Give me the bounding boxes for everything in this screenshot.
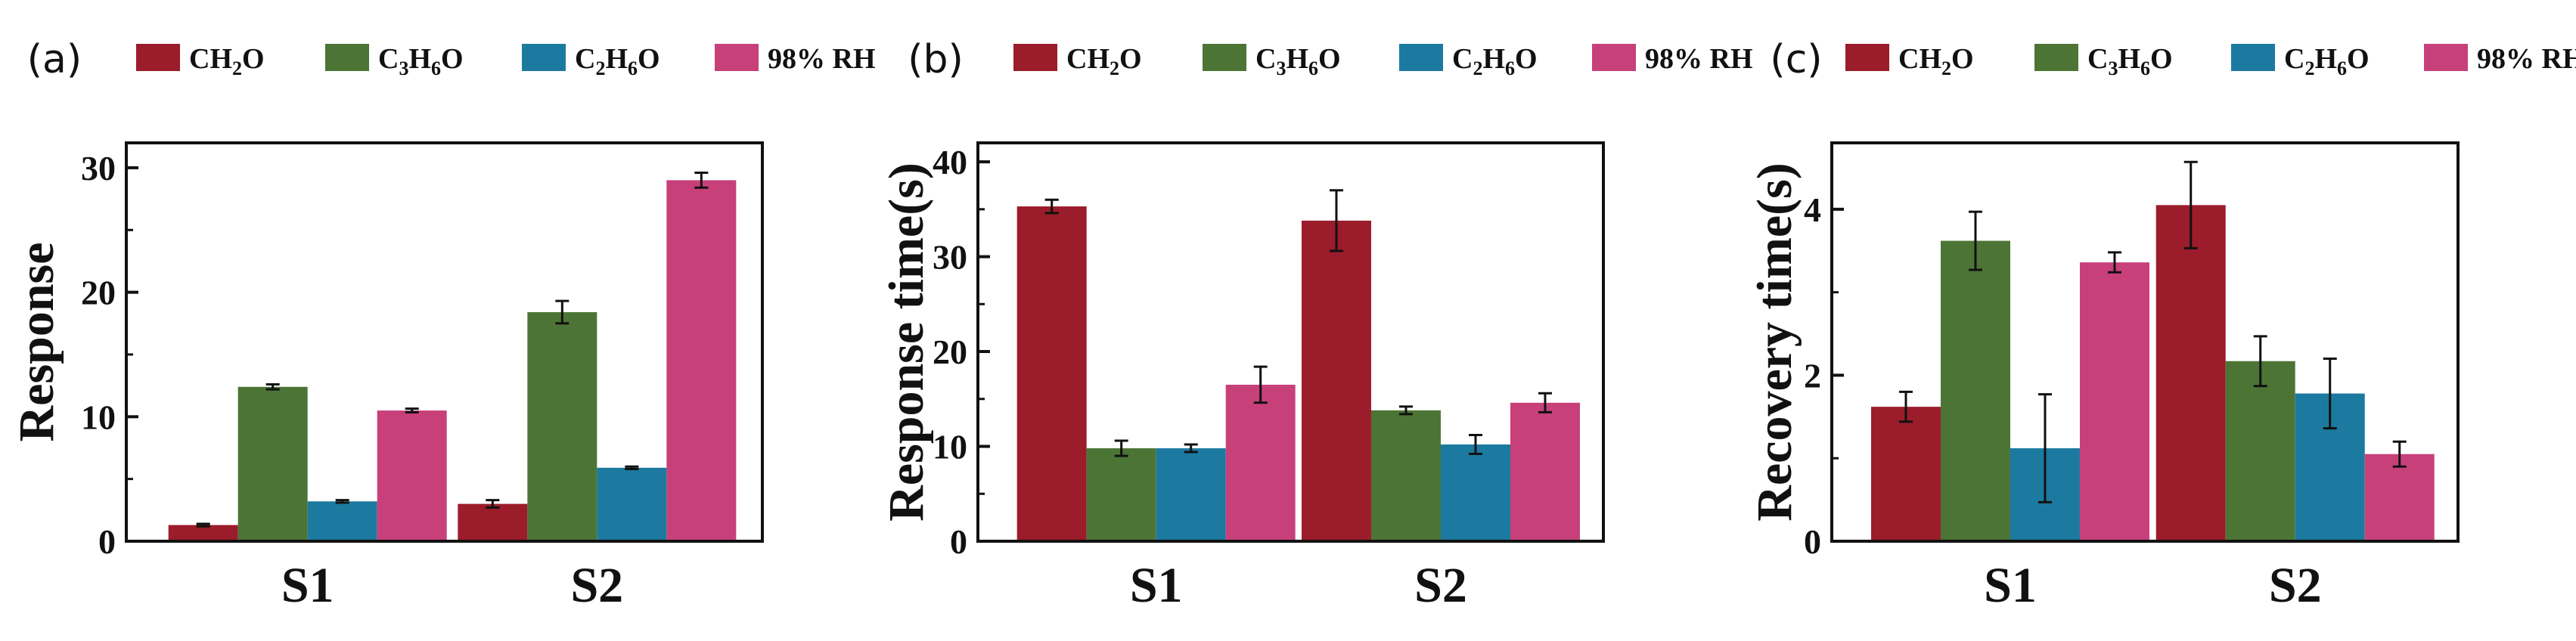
- legend-swatch: [1013, 44, 1057, 71]
- legend-label: CH2O: [1066, 43, 1142, 79]
- chart-panel-c: (c) CH2O C3H6O C2H6O 98% RH Recovery time(s) S…: [1747, 37, 2576, 613]
- bar: [1301, 220, 1371, 541]
- legend-swatch: [2231, 44, 2275, 71]
- bar: [1510, 402, 1580, 541]
- bar: [1440, 444, 1510, 541]
- bar: [1016, 206, 1087, 541]
- y-tick-label: 0: [1804, 522, 1821, 561]
- legend-item: C3H6O: [1203, 43, 1341, 79]
- legend: CH2O C3H6O C2H6O 98% RH: [1845, 43, 2576, 79]
- bar: [458, 503, 528, 541]
- x-tick-label: S2: [2269, 558, 2322, 613]
- x-tick-label: S1: [1130, 558, 1183, 613]
- legend-swatch: [136, 44, 180, 71]
- bar: [527, 311, 597, 541]
- y-tick-label: 10: [933, 428, 967, 466]
- y-tick-label: 40: [933, 143, 967, 181]
- legend-item: C2H6O: [522, 43, 660, 79]
- bar: [2225, 361, 2295, 541]
- panel-label: (c): [1770, 37, 1822, 82]
- x-tick-label: S1: [1984, 558, 2037, 613]
- plot-frame: [125, 141, 764, 543]
- legend-label: C2H6O: [2284, 43, 2370, 79]
- bar: [1156, 448, 1226, 541]
- y-tick-label: 0: [950, 522, 967, 561]
- legend-label: C2H6O: [1452, 43, 1538, 79]
- y-axis-title: Response time(s): [879, 163, 934, 522]
- panel-label: (b): [908, 37, 964, 82]
- legend-label: C3H6O: [378, 43, 464, 79]
- legend-label: C2H6O: [575, 43, 660, 79]
- plot-frame: [1830, 141, 2460, 543]
- legend-item: CH2O: [1013, 43, 1142, 79]
- legend: CH2O C3H6O C2H6O 98% RH: [136, 43, 876, 79]
- legend-swatch: [1203, 44, 1246, 71]
- chart-panel-b: (b) CH2O C3H6O C2H6O 98% RH Response time(s) S…: [879, 37, 1753, 613]
- legend-item: 98% RH: [2424, 43, 2576, 75]
- legend-swatch: [1399, 44, 1443, 71]
- bar: [1940, 240, 2010, 541]
- legend-item: C3H6O: [325, 43, 464, 79]
- bar: [307, 501, 377, 541]
- x-tick-label: S2: [1414, 558, 1467, 613]
- chart-panel-a: (a) CH2O C3H6O C2H6O 98% RH Response S1 S2 0 10 20…: [9, 37, 876, 613]
- bar: [666, 180, 737, 541]
- bar: [597, 467, 667, 541]
- legend-label: 98% RH: [2477, 43, 2576, 75]
- y-axis-title: Recovery time(s): [1747, 163, 1802, 522]
- legend-item: 98% RH: [1592, 43, 1753, 75]
- legend-swatch: [325, 44, 369, 71]
- legend-swatch: [2034, 44, 2078, 71]
- legend-label: C3H6O: [1255, 43, 1341, 79]
- bar: [1370, 410, 1441, 541]
- x-tick-label: S1: [281, 558, 334, 613]
- bar: [168, 525, 238, 541]
- legend-label: C3H6O: [2087, 43, 2173, 79]
- panel-label: (a): [27, 37, 82, 82]
- legend-label: 98% RH: [1645, 43, 1753, 75]
- bar: [377, 410, 447, 541]
- legend-item: 98% RH: [715, 43, 876, 75]
- legend-swatch: [1845, 44, 1889, 71]
- legend-label: 98% RH: [768, 43, 876, 75]
- bar: [2155, 205, 2226, 541]
- legend-item: C2H6O: [2231, 43, 2370, 79]
- legend-swatch: [522, 44, 566, 71]
- y-tick-label: 30: [81, 149, 116, 187]
- bar: [237, 386, 308, 541]
- legend: CH2O C3H6O C2H6O 98% RH: [1013, 43, 1753, 79]
- bar: [1870, 407, 1941, 541]
- y-tick-label: 20: [933, 333, 967, 371]
- legend-item: C3H6O: [2034, 43, 2173, 79]
- x-tick-label: S2: [570, 558, 623, 613]
- legend-swatch: [715, 44, 759, 71]
- bar: [1225, 384, 1296, 541]
- y-tick-label: 0: [98, 522, 116, 561]
- y-tick-label: 4: [1804, 190, 1821, 229]
- plot-frame: [976, 141, 1605, 543]
- bar: [2364, 454, 2435, 541]
- legend-item: C2H6O: [1399, 43, 1538, 79]
- y-axis-title: Response: [9, 242, 64, 441]
- legend-item: CH2O: [136, 43, 265, 79]
- bar: [2079, 262, 2149, 541]
- y-tick-label: 10: [81, 398, 116, 436]
- y-tick-label: 20: [81, 274, 116, 312]
- legend-swatch: [1592, 44, 1636, 71]
- bar: [1086, 448, 1156, 541]
- legend-item: CH2O: [1845, 43, 1974, 79]
- y-tick-label: 30: [933, 238, 967, 277]
- legend-label: CH2O: [1898, 43, 1974, 79]
- y-tick-label: 2: [1804, 356, 1821, 395]
- legend-label: CH2O: [189, 43, 265, 79]
- legend-swatch: [2424, 44, 2468, 71]
